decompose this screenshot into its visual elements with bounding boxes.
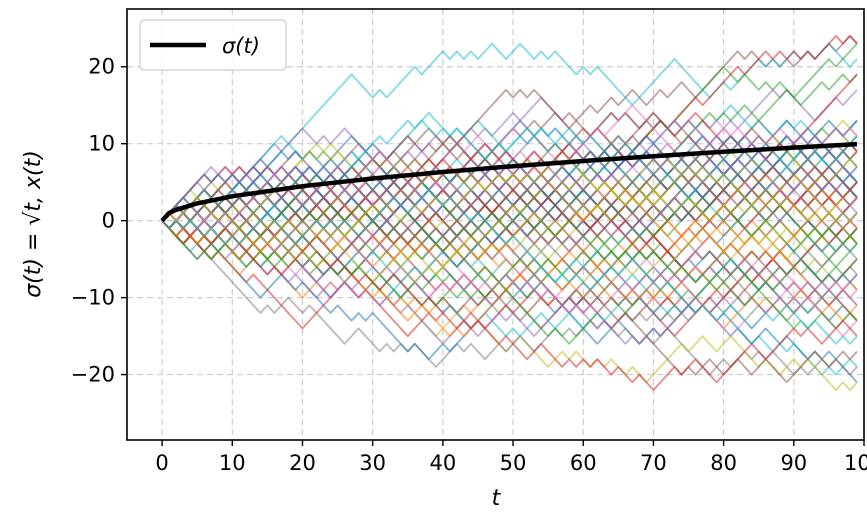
random-walk-line <box>161 220 858 368</box>
x-tick-label: 50 <box>500 451 527 475</box>
random-walk-line <box>161 212 858 338</box>
x-tick-label: 30 <box>359 451 386 475</box>
x-tick-label: 100 <box>844 451 867 475</box>
y-axis-label: σ(t) = √t, x(t) <box>21 150 46 298</box>
y-tick-label: −10 <box>71 286 115 310</box>
x-tick-label: 90 <box>780 451 807 475</box>
plot-frame <box>126 8 865 441</box>
random-walk-line <box>161 196 858 291</box>
legend-box <box>139 19 287 71</box>
x-tick-label: 20 <box>289 451 316 475</box>
random-walk-line <box>161 119 858 222</box>
x-tick-label: 10 <box>219 451 246 475</box>
legend-sigma-label: σ(t) <box>222 34 260 58</box>
x-tick-label: 60 <box>570 451 597 475</box>
x-axis-ticks: 0 10 20 30 40 50 60 70 80 90 100 <box>155 440 867 475</box>
random-walk-line <box>161 220 858 345</box>
random-walk-line <box>161 104 858 230</box>
y-axis-ticks: 20 10 0 −10 −20 <box>71 55 127 387</box>
random-walk-series <box>161 35 858 391</box>
legend: σ(t) <box>139 19 287 71</box>
random-walk-line <box>161 188 858 345</box>
x-tick-label: 70 <box>640 451 667 475</box>
x-tick-label: 0 <box>155 451 168 475</box>
random-walk-line <box>161 219 858 391</box>
y-tick-label: 20 <box>88 55 115 79</box>
y-tick-label: 10 <box>88 132 115 156</box>
random-walk-line <box>161 204 858 330</box>
sigma-line <box>160 141 858 223</box>
x-tick-label: 40 <box>429 451 456 475</box>
x-tick-label: 80 <box>710 451 737 475</box>
y-tick-label: 0 <box>102 209 115 233</box>
sigma-series <box>160 141 858 223</box>
y-tick-label: −20 <box>71 363 115 387</box>
x-axis-label: t <box>492 486 502 511</box>
